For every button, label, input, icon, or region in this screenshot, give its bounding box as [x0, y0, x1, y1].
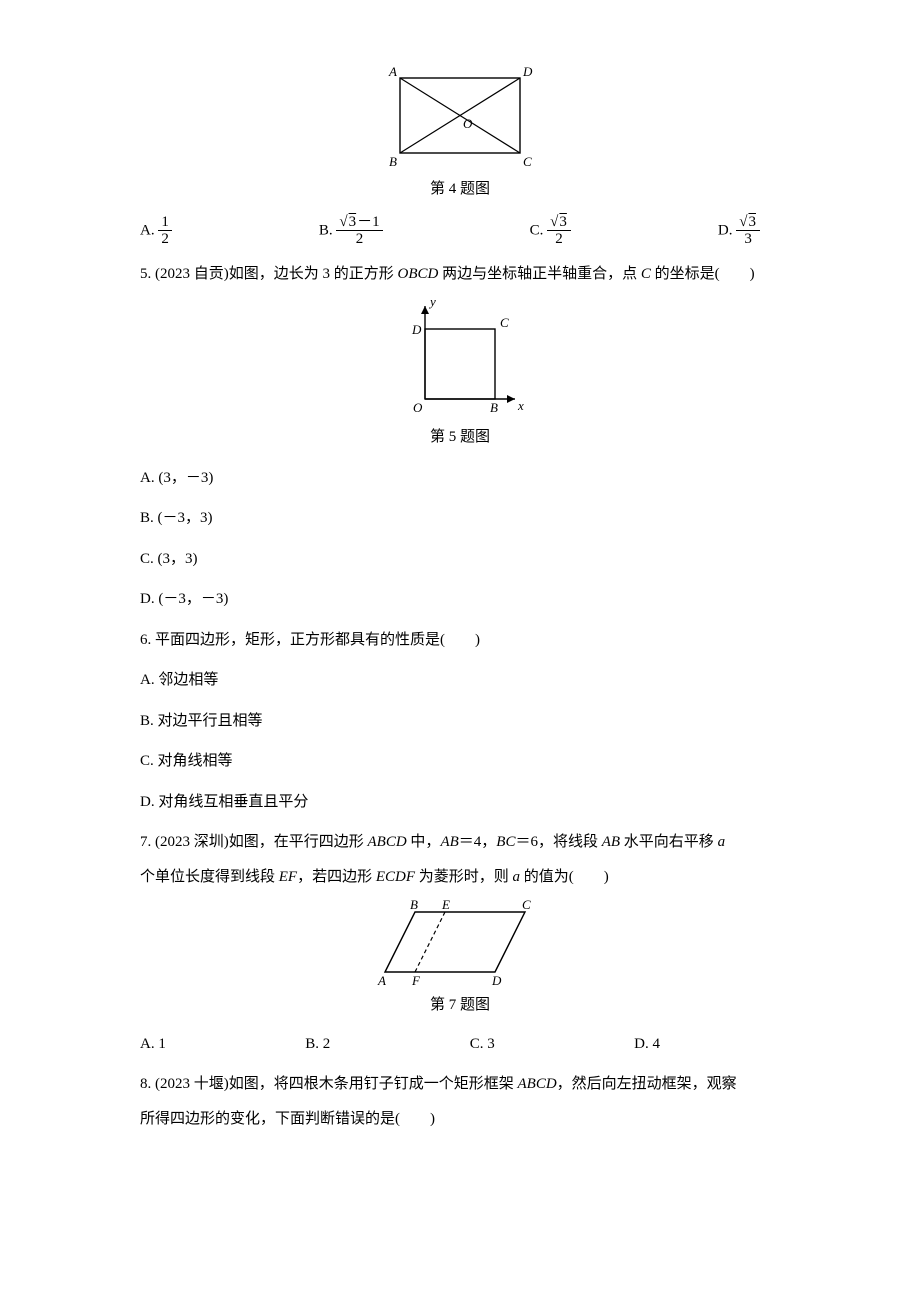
q5-text: 5. (2023 自贡)如图，边长为 3 的正方形 OBCD 两边与坐标轴正半轴…: [140, 260, 780, 289]
q7-opt-a: A. 1: [140, 1030, 166, 1059]
fig5-b: B: [490, 400, 498, 415]
q5-opt-c: C. (3，3): [140, 545, 780, 574]
figure-5: y x D C O B: [140, 294, 780, 419]
fig4-label-c: C: [523, 154, 532, 169]
fig4-label-o: O: [463, 116, 473, 131]
q7-text-line2: 个单位长度得到线段 EF，若四边形 ECDF 为菱形时，则 a 的值为( ): [140, 863, 780, 892]
q8-line1: 8. (2023 十堰)如图，将四根木条用钉子钉成一个矩形框架 ABCD，然后向…: [140, 1070, 780, 1099]
fig5-y: y: [428, 294, 436, 309]
fig4-label-d: D: [522, 66, 533, 79]
q7-opt-d: D. 4: [634, 1030, 660, 1059]
fig7-d: D: [491, 973, 502, 987]
q6-opt-a: A. 邻边相等: [140, 666, 780, 695]
q6-options: A. 邻边相等 B. 对边平行且相等 C. 对角线相等 D. 对角线互相垂直且平…: [140, 666, 780, 816]
q7-opt-c: C. 3: [470, 1030, 495, 1059]
q5-options: A. (3，－3) B. (－3，3) C. (3，3) D. (－3，－3): [140, 464, 780, 614]
figure-4: A D B C O: [140, 66, 780, 171]
q6-opt-d: D. 对角线互相垂直且平分: [140, 788, 780, 817]
fig7-b: B: [410, 897, 418, 912]
q4-opt-d: D. √33: [718, 214, 760, 248]
q8-line2: 所得四边形的变化，下面判断错误的是( ): [140, 1105, 780, 1134]
figure-4-caption: 第 4 题图: [140, 175, 780, 204]
figure-5-caption: 第 5 题图: [140, 423, 780, 452]
fig7-a: A: [377, 973, 386, 987]
q7-options: A. 1 B. 2 C. 3 D. 4: [140, 1030, 660, 1059]
fig7-f: F: [411, 973, 421, 987]
fig4-label-a: A: [388, 66, 397, 79]
q4-options: A. 12 B. √3－12 C. √32 D. √33: [140, 214, 760, 248]
q5-opt-d: D. (－3，－3): [140, 585, 780, 614]
fig5-d: D: [411, 322, 422, 337]
fig5-o: O: [413, 400, 423, 415]
q5-opt-a: A. (3，－3): [140, 464, 780, 493]
q7-opt-b: B. 2: [305, 1030, 330, 1059]
fig4-label-b: B: [389, 154, 397, 169]
figure-7-caption: 第 7 题图: [140, 991, 780, 1020]
q4-opt-c: C. √32: [530, 214, 571, 248]
fig5-x: x: [517, 398, 524, 413]
q6-opt-b: B. 对边平行且相等: [140, 707, 780, 736]
q6-text: 6. 平面四边形，矩形，正方形都具有的性质是( ): [140, 626, 780, 655]
q4-opt-b: B. √3－12: [319, 214, 383, 248]
fig5-c: C: [500, 315, 509, 330]
q7-text: 7. (2023 深圳)如图，在平行四边形 ABCD 中，AB＝4，BC＝6，将…: [140, 828, 780, 857]
q6-opt-c: C. 对角线相等: [140, 747, 780, 776]
q4-opt-a: A. 12: [140, 214, 172, 248]
q5-opt-b: B. (－3，3): [140, 504, 780, 533]
figure-7: B E C A F D: [140, 897, 780, 987]
fig7-e: E: [441, 897, 450, 912]
fig7-c: C: [522, 897, 531, 912]
